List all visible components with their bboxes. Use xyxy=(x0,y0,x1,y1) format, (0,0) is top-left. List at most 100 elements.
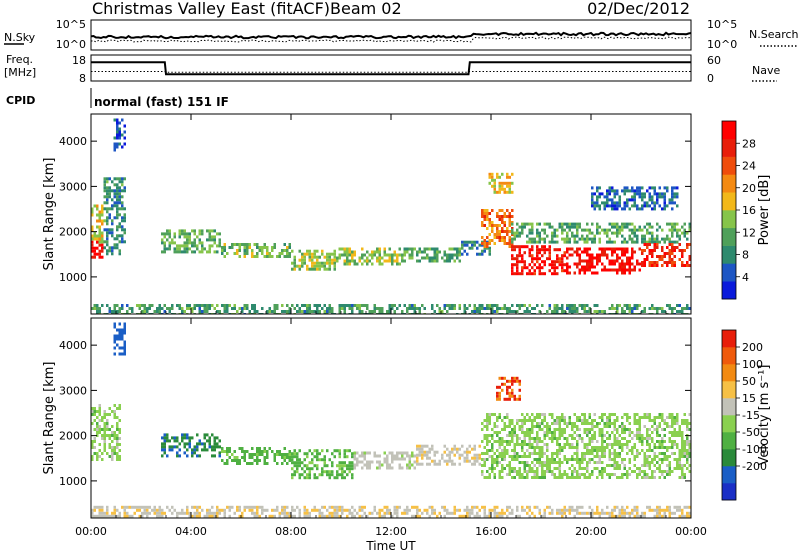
velocity-x-tick-label-6: 00:00 xyxy=(675,525,707,538)
velocity-x-tick-label-1: 04:00 xyxy=(175,525,207,538)
velocity-colorbar-swatch-5 xyxy=(722,398,736,416)
velocity-y-tick-label-0: 1000 xyxy=(59,475,87,488)
velocity-colorbar-swatch-6 xyxy=(722,381,736,399)
velocity-x-tick-label-0: 00:00 xyxy=(75,525,107,538)
station-title: Christmas Valley East (fitACF) xyxy=(92,0,330,18)
power-data-layer xyxy=(91,118,691,314)
freq-label-2: [MHz] xyxy=(4,66,36,79)
power-panel-frame xyxy=(90,113,692,315)
velocity-x-axis: 00:00 04:00 08:00 12:00 16:00 20:00 00:00 xyxy=(75,318,707,538)
noise-panel: N.Sky N.Search 10^5 10^0 10^5 10^0 xyxy=(4,18,799,51)
power-region-6 xyxy=(291,249,336,271)
nave-series xyxy=(91,71,691,73)
freq-label-1: Freq. xyxy=(6,53,33,66)
noise-left-tick-bottom: 10^0 xyxy=(56,38,86,51)
power-x-axis xyxy=(90,114,692,314)
velocity-colorbar-label: Velocity [m s⁻¹] xyxy=(757,365,772,466)
nave-tick-top: 60 xyxy=(707,54,721,67)
date-label: 02/Dec/2012 xyxy=(587,0,690,18)
power-y-tick-label-2: 3000 xyxy=(59,180,87,193)
power-region-8 xyxy=(403,247,461,263)
velocity-y-tick-label-2: 3000 xyxy=(59,384,87,397)
velocity-region-5 xyxy=(353,451,416,470)
velocity-x-tick-label-4: 16:00 xyxy=(475,525,507,538)
power-colorbar-swatch-0 xyxy=(722,281,736,300)
velocity-region-6 xyxy=(416,444,481,466)
velocity-y-axis-label: Slant Range [km] xyxy=(42,362,57,475)
velocity-colorbar-tick-label-7: -200 xyxy=(742,460,767,473)
noise-left-label: N.Sky xyxy=(4,31,36,44)
power-colorbar-swatch-1 xyxy=(722,263,736,282)
cpid-label: CPID xyxy=(6,94,35,107)
power-colorbar-swatch-5 xyxy=(722,192,736,211)
noise-panel-frame xyxy=(90,19,692,51)
power-colorbar: 4 8 12 16 20 24 28 xyxy=(721,120,756,300)
power-y-tick-label-0: 1000 xyxy=(59,271,87,284)
velocity-region-7 xyxy=(481,413,691,479)
velocity-x-tick-label-5: 20:00 xyxy=(575,525,607,538)
velocity-y-axis: 1000 2000 3000 4000 xyxy=(59,339,691,488)
velocity-region-1 xyxy=(113,322,126,356)
power-colorbar-swatch-2 xyxy=(722,245,736,264)
velocity-colorbar-tick-label-5: -50 xyxy=(742,426,760,439)
power-y-axis-label: Slant Range [km] xyxy=(42,158,57,271)
power-colorbar-tick-label-5: 24 xyxy=(742,160,756,173)
velocity-data-layer xyxy=(91,322,691,518)
velocity-colorbar-tick-label-1: 100 xyxy=(742,358,763,371)
power-colorbar-tick-label-2: 12 xyxy=(742,226,756,239)
freq-panel-frame xyxy=(90,54,692,82)
velocity-colorbar-swatch-8 xyxy=(722,347,736,365)
velocity-region-4 xyxy=(291,449,354,480)
velocity-colorbar-swatch-4 xyxy=(722,415,736,433)
power-colorbar-tick-label-3: 16 xyxy=(742,204,756,217)
power-y-tick-label-1: 2000 xyxy=(59,226,87,239)
power-region-1 xyxy=(91,204,104,244)
velocity-colorbar-swatch-1 xyxy=(722,466,736,484)
power-colorbar-swatch-9 xyxy=(722,121,736,140)
noise-right-tick-bottom: 10^0 xyxy=(707,38,737,51)
velocity-x-tick-label-2: 08:00 xyxy=(275,525,307,538)
freq-tick-top: 18 xyxy=(72,54,86,67)
power-panel: 1000 2000 3000 4000 Slant Range [km] 4 8 12 16… xyxy=(42,113,772,315)
power-region-3 xyxy=(113,118,126,152)
velocity-colorbar-swatch-7 xyxy=(722,364,736,382)
velocity-region-2 xyxy=(161,433,221,458)
beam-label: Beam 02 xyxy=(330,0,402,18)
power-colorbar-label: Power [dB] xyxy=(757,175,772,246)
power-region-12 xyxy=(511,222,691,244)
power-y-axis: 1000 2000 3000 4000 xyxy=(59,135,691,284)
freq-series xyxy=(91,61,691,76)
velocity-colorbar-swatch-2 xyxy=(722,449,736,467)
nave-label: Nave xyxy=(752,64,780,77)
power-region-13 xyxy=(511,245,566,276)
power-region-15 xyxy=(641,243,691,267)
noise-right-tick-top: 10^5 xyxy=(707,18,737,31)
velocity-colorbar-tick-label-3: 15 xyxy=(742,392,756,405)
power-colorbar-swatch-7 xyxy=(722,156,736,175)
power-region-11 xyxy=(488,172,514,194)
power-colorbar-swatch-6 xyxy=(722,174,736,193)
power-colorbar-swatch-4 xyxy=(722,210,736,229)
power-region-14 xyxy=(566,247,641,275)
velocity-panel: 1000 2000 3000 4000 00:00 04:00 08:00 12:00 16:… xyxy=(42,317,772,538)
power-y-tick-label-3: 4000 xyxy=(59,135,87,148)
noise-sky-series xyxy=(90,31,692,40)
power-region-10 xyxy=(481,209,514,248)
velocity-colorbar-tick-label-6: -100 xyxy=(742,443,767,456)
power-colorbar-tick-label-6: 28 xyxy=(742,137,756,150)
velocity-region-3 xyxy=(221,447,291,465)
velocity-y-tick-label-1: 2000 xyxy=(59,430,87,443)
velocity-colorbar-swatch-9 xyxy=(722,330,736,348)
noise-left-tick-top: 10^5 xyxy=(56,18,86,31)
power-colorbar-tick-label-4: 20 xyxy=(742,182,756,195)
velocity-colorbar-tick-label-2: 50 xyxy=(742,375,756,388)
velocity-colorbar-tick-label-0: 200 xyxy=(742,341,763,354)
power-region-2 xyxy=(103,177,126,256)
freq-panel: Freq. [MHz] 18 8 60 0 Nave xyxy=(4,53,780,85)
power-region-7 xyxy=(336,247,404,266)
power-region-16 xyxy=(591,186,679,211)
power-region-5 xyxy=(221,243,291,258)
x-axis-title: Time UT xyxy=(365,539,416,553)
power-colorbar-tick-label-1: 8 xyxy=(742,249,749,262)
